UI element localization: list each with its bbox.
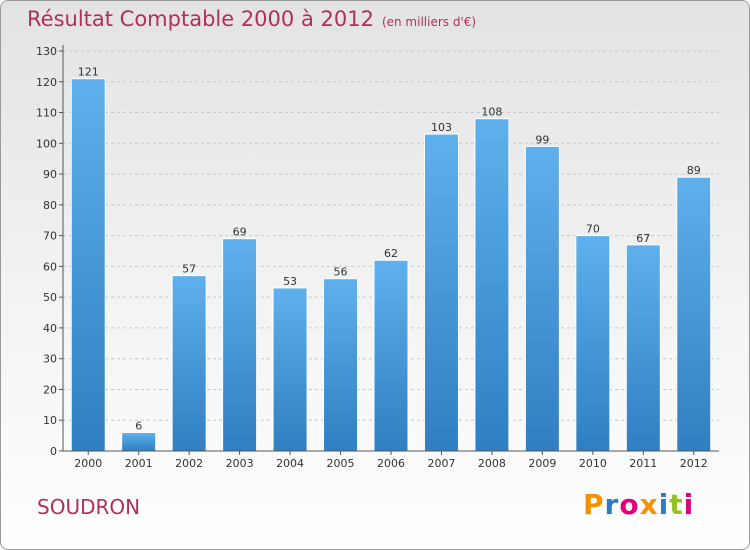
y-tick-label: 60 bbox=[43, 260, 57, 273]
chart-title-text: Résultat Comptable 2000 à 2012 bbox=[27, 7, 374, 31]
logo-letter: i bbox=[658, 488, 670, 521]
bars: 121 6 57 69 53 56 62 103 108 99 70 67 89 bbox=[70, 66, 712, 452]
x-tick-label-2000: 2000 bbox=[74, 457, 102, 470]
y-tick-label: 80 bbox=[43, 199, 57, 212]
x-tick-label-2010: 2010 bbox=[579, 457, 607, 470]
data-label-2006: 62 bbox=[384, 247, 398, 260]
x-tick-label-2006: 2006 bbox=[377, 457, 405, 470]
x-tick-label-2011: 2011 bbox=[629, 457, 657, 470]
bar-2003[interactable] bbox=[222, 238, 258, 452]
data-label-2009: 99 bbox=[535, 133, 549, 146]
logo-letter: x bbox=[639, 488, 659, 521]
x-axis: 2000 2001 2002 2003 2004 2005 2006 2007 2008 2009… bbox=[63, 450, 719, 470]
logo-letter: i bbox=[683, 488, 695, 521]
x-tick-label-2002: 2002 bbox=[175, 457, 203, 470]
data-label-2003: 69 bbox=[233, 226, 247, 239]
y-tick-label: 0 bbox=[50, 445, 57, 458]
bar-2004[interactable] bbox=[272, 287, 308, 452]
data-label-2000: 121 bbox=[78, 66, 99, 79]
data-label-2001: 6 bbox=[135, 420, 142, 433]
y-tick-label: 10 bbox=[43, 414, 57, 427]
bar-2010[interactable] bbox=[575, 235, 611, 452]
bar-2009[interactable] bbox=[524, 145, 560, 452]
bar-2012[interactable] bbox=[676, 176, 712, 452]
x-tick-label-2007: 2007 bbox=[427, 457, 455, 470]
bar-2005[interactable] bbox=[323, 278, 359, 452]
bar-2011[interactable] bbox=[625, 244, 661, 452]
data-label-2012: 89 bbox=[687, 164, 701, 177]
y-tick-label: 130 bbox=[36, 45, 57, 58]
data-label-2011: 67 bbox=[636, 232, 650, 245]
y-tick-label: 50 bbox=[43, 291, 57, 304]
logo-letter: t bbox=[669, 488, 684, 521]
bar-2002[interactable] bbox=[171, 275, 207, 452]
x-tick-label-2005: 2005 bbox=[327, 457, 355, 470]
commune-name: SOUDRON bbox=[37, 495, 141, 519]
bar-2008[interactable] bbox=[474, 118, 510, 452]
chart-title: Résultat Comptable 2000 à 2012 (en millie… bbox=[27, 7, 476, 31]
bar-2000[interactable] bbox=[70, 78, 106, 452]
chart-subtitle: (en milliers d'€) bbox=[381, 15, 477, 29]
data-label-2008: 108 bbox=[481, 106, 502, 119]
data-label-2007: 103 bbox=[431, 121, 452, 134]
bar-2001[interactable] bbox=[121, 432, 157, 452]
y-tick-label: 120 bbox=[36, 76, 57, 89]
bar-2007[interactable] bbox=[423, 133, 459, 452]
y-tick-label: 110 bbox=[36, 107, 57, 120]
y-tick-label: 70 bbox=[43, 230, 57, 243]
x-tick-label-2001: 2001 bbox=[125, 457, 153, 470]
proxiti-logo[interactable]: Proxiti bbox=[583, 488, 694, 521]
data-label-2010: 70 bbox=[586, 223, 600, 236]
y-tick-label: 20 bbox=[43, 383, 57, 396]
bar-2006[interactable] bbox=[373, 259, 409, 452]
y-tick-label: 100 bbox=[36, 137, 57, 150]
x-tick-label-2009: 2009 bbox=[528, 457, 556, 470]
y-tick-label: 90 bbox=[43, 168, 57, 181]
y-axis: 0 10 20 30 40 50 60 70 80 90 100 110 120 130 bbox=[36, 45, 64, 458]
x-tick-label-2008: 2008 bbox=[478, 457, 506, 470]
logo-letter: o bbox=[619, 488, 640, 521]
data-label-2002: 57 bbox=[182, 263, 196, 276]
logo-letter: r bbox=[604, 488, 620, 521]
data-label-2005: 56 bbox=[334, 266, 348, 279]
x-tick-label-2004: 2004 bbox=[276, 457, 304, 470]
y-tick-label: 30 bbox=[43, 353, 57, 366]
x-tick-label-2003: 2003 bbox=[226, 457, 254, 470]
data-label-2004: 53 bbox=[283, 275, 297, 288]
x-tick-label-2012: 2012 bbox=[680, 457, 708, 470]
logo-letter: P bbox=[583, 488, 605, 521]
y-tick-label: 40 bbox=[43, 322, 57, 335]
